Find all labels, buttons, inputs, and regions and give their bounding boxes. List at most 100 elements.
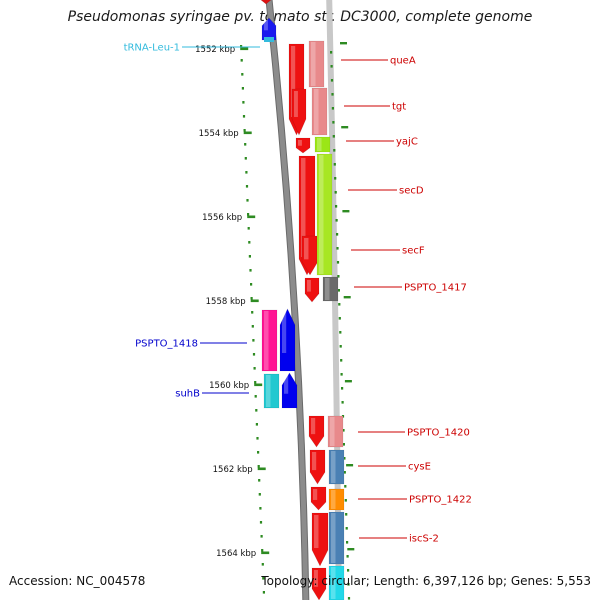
tick-dot-right xyxy=(345,527,348,530)
gene-label: PSPTO_1417 xyxy=(404,283,467,294)
tick-dash-right xyxy=(346,464,354,467)
tick-dot-right xyxy=(330,51,333,54)
tick-dot-left xyxy=(260,535,263,538)
tick-dot-left xyxy=(257,451,260,454)
gene-label: yajC xyxy=(396,137,418,148)
tick-dot-left xyxy=(252,353,256,356)
gene-arrow-bottom-partial xyxy=(311,567,327,600)
cds-tgt xyxy=(311,87,328,136)
genome-summary-text: Topology: circular; Length: 6,397,126 bp… xyxy=(261,574,591,588)
scale-tick-mark xyxy=(257,467,266,471)
tick-dot-left xyxy=(258,493,261,496)
tick-dot-left xyxy=(245,185,249,188)
gene-label: queA xyxy=(390,56,416,67)
tick-dot-left xyxy=(240,59,243,62)
scale-tick-label: 1554 kbp xyxy=(199,129,239,139)
gene-arrow-iscs-2 xyxy=(311,512,329,567)
gene-arrow-pspto-1418 xyxy=(279,308,296,372)
gene-arrow-top-partial xyxy=(260,0,272,5)
scale-tick-label: 1558 kbp xyxy=(206,297,246,307)
tick-dot-left xyxy=(255,423,258,426)
tick-dot-right xyxy=(333,163,336,166)
tick-dot-right xyxy=(332,121,335,124)
tick-dot-right xyxy=(346,555,349,558)
tick-dot-right xyxy=(342,443,345,446)
tick-dot-left xyxy=(244,143,247,146)
tick-dot-left xyxy=(241,73,244,76)
tick-dot-right xyxy=(338,303,341,306)
tick-dot-left xyxy=(261,549,264,552)
tick-dot-left xyxy=(240,45,243,48)
gene-label: secD xyxy=(399,186,424,197)
cds-pspto-1417 xyxy=(322,276,339,302)
tick-dot-left xyxy=(243,129,246,132)
cds-quea xyxy=(308,40,325,88)
cds-iscs-2 xyxy=(328,511,345,565)
tick-dash-right xyxy=(342,210,350,213)
tick-dot-left xyxy=(246,199,249,202)
tick-dot-right xyxy=(342,429,345,432)
tick-dot-right xyxy=(347,583,350,586)
tick-dot-right xyxy=(344,485,347,488)
tick-dot-left xyxy=(257,465,260,468)
gene-label: suhB xyxy=(175,389,200,400)
map-title: Pseudomonas syringae pv. tomato str. DC3… xyxy=(67,9,533,25)
tick-dot-right xyxy=(345,513,348,516)
tick-dot-right xyxy=(330,79,334,82)
tick-dot-left xyxy=(247,227,250,230)
scale-tick-mark xyxy=(254,383,263,387)
trna-band xyxy=(264,37,274,42)
scale-tick-label: 1564 kbp xyxy=(216,549,256,559)
tick-dot-left xyxy=(241,87,244,90)
tick-dot-left xyxy=(256,437,259,440)
gene-label: PSPTO_1422 xyxy=(409,495,472,506)
tick-dot-left xyxy=(261,563,264,566)
tick-dot-right xyxy=(339,345,342,348)
cds-secd xyxy=(316,153,333,276)
tick-dot-right xyxy=(336,247,339,250)
tick-dash-right xyxy=(343,296,351,299)
tick-dash-right xyxy=(341,126,349,129)
tick-dot-right xyxy=(333,149,336,152)
tick-dot-right xyxy=(335,205,338,208)
gene-label: cysE xyxy=(408,462,431,473)
tick-dot-left xyxy=(254,395,257,398)
tick-dash-right xyxy=(344,380,352,383)
cds-pspto-1420 xyxy=(327,415,344,448)
scale-tick-label: 1552 kbp xyxy=(195,45,235,55)
tick-dot-left xyxy=(248,241,251,244)
tick-dot-right xyxy=(334,177,337,180)
tick-dash-right xyxy=(340,42,347,45)
tick-dot-right xyxy=(343,457,346,460)
scale-tick-mark xyxy=(247,215,256,219)
cds-cyse xyxy=(328,449,345,485)
tick-dot-left xyxy=(254,381,257,384)
gene-arrow-pspto-1422 xyxy=(310,486,327,511)
gene-arrow-suhb xyxy=(281,372,298,409)
tick-dot-left xyxy=(245,171,248,174)
tick-dot-left xyxy=(259,507,262,510)
tick-dot-right xyxy=(341,401,344,404)
tick-dot-right xyxy=(336,233,339,236)
gene-label: tRNA-Leu-1 xyxy=(124,43,180,54)
tick-dot-right xyxy=(336,261,340,264)
tick-dot-right xyxy=(335,219,338,222)
gene-arrow-tgt xyxy=(291,88,307,136)
tick-dot-right xyxy=(347,597,351,600)
tick-dot-right xyxy=(332,135,335,138)
tick-dot-right xyxy=(340,373,343,376)
tick-dot-left xyxy=(250,283,253,286)
tick-dot-left xyxy=(247,213,250,216)
scale-tick-mark xyxy=(240,47,249,51)
tick-dot-left xyxy=(251,311,254,314)
tick-dot-left xyxy=(251,325,254,328)
tick-dot-right xyxy=(344,499,347,502)
tick-dot-left xyxy=(259,521,263,524)
cds-pspto-1422 xyxy=(328,488,345,511)
gene-arrow-pspto-1420 xyxy=(308,415,325,448)
scale-tick-mark xyxy=(243,131,252,135)
tick-dot-right xyxy=(330,65,333,68)
gene-arrow-cyse xyxy=(309,449,326,485)
gene-label: iscS-2 xyxy=(409,534,439,545)
